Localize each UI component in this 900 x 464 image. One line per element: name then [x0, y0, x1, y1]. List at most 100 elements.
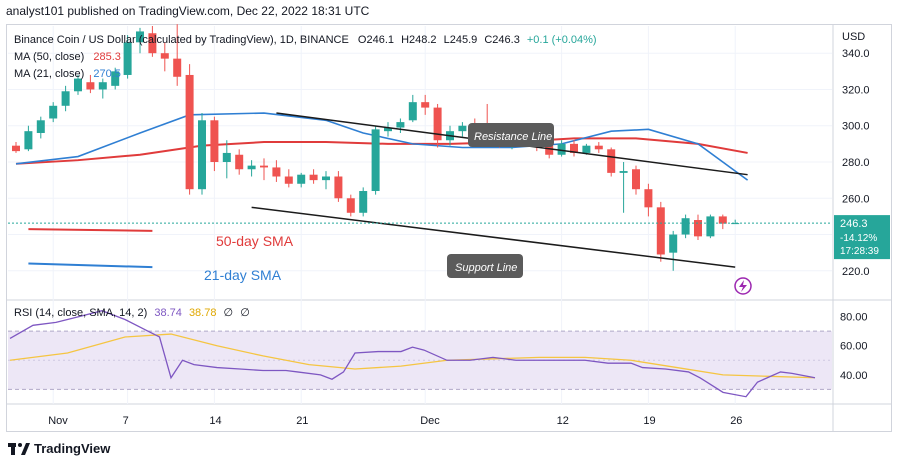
- candle-body: [371, 129, 380, 192]
- y-tick-label: 340.0: [842, 48, 870, 60]
- candle-body: [24, 131, 33, 150]
- tradingview-logo-icon: [8, 442, 30, 455]
- legend-close-label: C: [484, 34, 493, 46]
- candle-body: [148, 33, 157, 54]
- candle-body: [235, 154, 244, 170]
- candle-body: [718, 216, 727, 224]
- candle-body: [408, 102, 417, 121]
- rsi-label: RSI (14, close, SMA, 14, 2): [14, 307, 148, 319]
- candle-body: [557, 143, 566, 155]
- rsi-legend: RSI (14, close, SMA, 14, 2) 38.74 38.78 …: [14, 306, 250, 319]
- ma21-line: [15, 112, 749, 181]
- sma21-sample-line: [28, 262, 153, 269]
- candle-body: [12, 145, 20, 152]
- candle-body: [619, 171, 628, 173]
- legend-high-label: H: [401, 34, 410, 46]
- candle-body: [61, 91, 70, 106]
- badge-ring: [734, 277, 752, 295]
- legend-open-label: O: [357, 34, 367, 46]
- candle-body: [284, 176, 293, 184]
- y-tick-label: 300.0: [842, 121, 870, 133]
- candle-body: [74, 78, 82, 92]
- candle-body: [198, 120, 206, 190]
- candle-body: [272, 167, 281, 177]
- candle-body: [86, 82, 95, 90]
- candle-body: [644, 189, 653, 208]
- x-tick-label: 14: [209, 415, 221, 427]
- candle-body: [582, 145, 591, 153]
- candle-body: [396, 122, 405, 128]
- candle-body: [173, 58, 182, 77]
- rsi-value: 38.74: [154, 307, 182, 319]
- currency-label: USD: [842, 31, 865, 43]
- rsi-ma-value: 38.78: [188, 307, 217, 319]
- candle-body: [98, 82, 107, 90]
- candle-body: [210, 120, 219, 162]
- legend-ma21-label: MA (21, close): [14, 68, 85, 80]
- sma21-annotation: 21-day SMA: [204, 267, 282, 283]
- legend-low-label: L: [443, 34, 450, 46]
- footer-brand: TradingView: [34, 441, 111, 456]
- x-tick-label: 7: [123, 415, 129, 427]
- rsi-na-2: ∅: [240, 307, 250, 319]
- candle-body: [359, 191, 368, 213]
- support-callout-label: Support Line: [455, 262, 517, 274]
- lightning-badge-icon: [734, 277, 752, 295]
- candle-body: [458, 125, 467, 132]
- rsi-tick-label: 80.00: [840, 312, 868, 324]
- y-tick-label: 220.0: [842, 266, 870, 278]
- y-tick-label: 280.0: [842, 157, 870, 169]
- candle-body: [681, 218, 690, 235]
- ma50-line: [15, 137, 748, 165]
- legend-open: 246.1: [366, 34, 394, 46]
- rsi-tick-label: 60.00: [840, 341, 868, 353]
- price-tag-box: [834, 215, 890, 260]
- price-tag-countdown: 17:28:39: [840, 246, 879, 257]
- candle-body: [297, 174, 306, 184]
- candle-body: [123, 42, 132, 75]
- candle-body: [49, 105, 58, 119]
- x-tick-label: 26: [730, 415, 742, 427]
- x-tick-label: 19: [643, 415, 655, 427]
- x-tick-label: Nov: [48, 415, 68, 427]
- y-tick-label: 260.0: [842, 193, 870, 205]
- legend-ma50-value: 285.3: [93, 51, 121, 63]
- candle-body: [632, 169, 640, 190]
- support-line: [251, 206, 736, 268]
- candle-body: [694, 220, 702, 237]
- legend-close: 246.3: [492, 34, 520, 46]
- y-tick-label: 320.0: [842, 84, 870, 96]
- legend-high: 248.2: [409, 34, 437, 46]
- legend-low: 245.9: [449, 34, 478, 46]
- candle-body: [384, 127, 392, 132]
- candle-body: [669, 234, 678, 253]
- candle-body: [433, 107, 442, 141]
- legend-ma21-value: 270.5: [93, 68, 121, 80]
- legend-symbol-row: Binance Coin / US Dollar (calculated by …: [14, 34, 597, 46]
- candle-body: [309, 174, 318, 181]
- legend-change: +0.1 (+0.04%): [526, 34, 597, 46]
- candle-body: [111, 71, 120, 86]
- legend-ma50-label: MA (50, close): [14, 51, 85, 63]
- candle-body: [136, 31, 144, 43]
- resistance-callout-label: Resistance Line: [474, 131, 552, 143]
- rsi-line: [9, 310, 816, 398]
- x-tick-label: 21: [296, 415, 308, 427]
- candle-body: [656, 207, 665, 255]
- candle-body: [346, 198, 355, 213]
- rsi-tick-label: 40.00: [840, 370, 868, 382]
- sma50-sample-line: [28, 228, 153, 232]
- candle-body: [160, 53, 169, 59]
- candle-body: [185, 74, 194, 190]
- candle-body: [334, 176, 343, 199]
- footer[interactable]: TradingView: [8, 441, 110, 456]
- rsi-na-1: ∅: [223, 307, 234, 319]
- legend-ma21-row: MA (21, close) 270.5: [14, 68, 121, 80]
- candle-body: [322, 176, 330, 181]
- price-tag-price: 246.3: [840, 218, 868, 230]
- candle-body: [36, 120, 45, 133]
- candle-body: [545, 145, 554, 155]
- candle-body: [570, 143, 578, 153]
- candle-body: [247, 165, 256, 170]
